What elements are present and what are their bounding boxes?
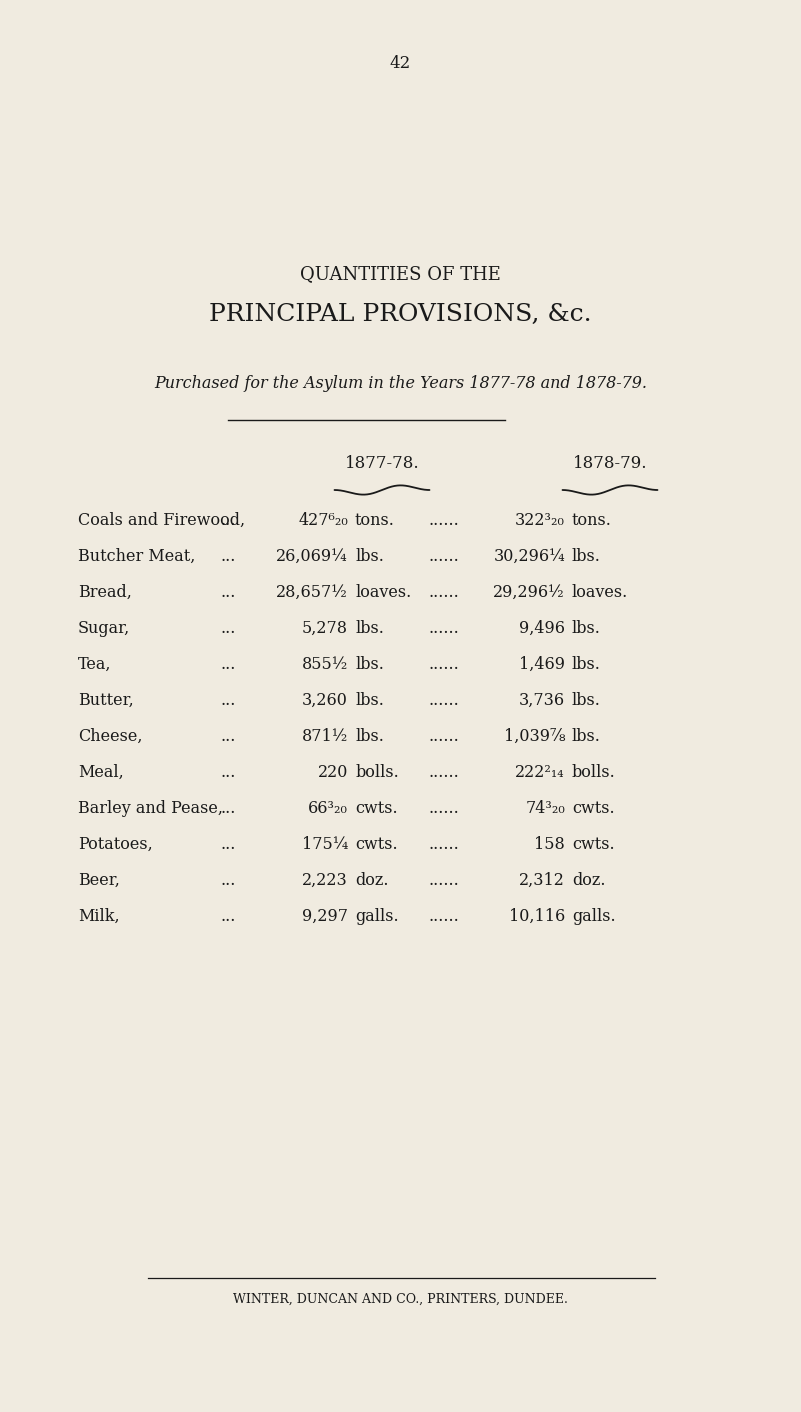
Text: ......: ...... bbox=[428, 692, 459, 709]
Text: ......: ...... bbox=[428, 908, 459, 925]
Text: ...: ... bbox=[220, 620, 235, 637]
Text: Purchased for the Asylum in the Years 1877-78 and 1878-79.: Purchased for the Asylum in the Years 18… bbox=[154, 376, 647, 393]
Text: lbs.: lbs. bbox=[355, 657, 384, 674]
Text: galls.: galls. bbox=[355, 908, 399, 925]
Text: Coals and Firewood,: Coals and Firewood, bbox=[78, 513, 245, 530]
Text: lbs.: lbs. bbox=[355, 548, 384, 565]
Text: Sugar,: Sugar, bbox=[78, 620, 131, 637]
Text: galls.: galls. bbox=[572, 908, 616, 925]
Text: 26,069¼: 26,069¼ bbox=[276, 548, 348, 565]
Text: ......: ...... bbox=[428, 620, 459, 637]
Text: cwts.: cwts. bbox=[572, 801, 614, 818]
Text: Meal,: Meal, bbox=[78, 764, 123, 781]
Text: PRINCIPAL PROVISIONS, &c.: PRINCIPAL PROVISIONS, &c. bbox=[209, 304, 592, 326]
Text: 74³₂₀: 74³₂₀ bbox=[525, 801, 565, 818]
Text: lbs.: lbs. bbox=[572, 692, 601, 709]
Text: 9,496: 9,496 bbox=[519, 620, 565, 637]
Text: 158: 158 bbox=[534, 836, 565, 853]
Text: ...: ... bbox=[220, 657, 235, 674]
Text: 220: 220 bbox=[318, 764, 348, 781]
Text: tons.: tons. bbox=[355, 513, 395, 530]
Text: Barley and Pease,: Barley and Pease, bbox=[78, 801, 223, 818]
Text: 222²₁₄: 222²₁₄ bbox=[515, 764, 565, 781]
Text: 28,657½: 28,657½ bbox=[276, 585, 348, 602]
Text: ......: ...... bbox=[428, 764, 459, 781]
Text: 1,469: 1,469 bbox=[519, 657, 565, 674]
Text: ...: ... bbox=[220, 873, 235, 890]
Text: ...: ... bbox=[220, 729, 235, 746]
Text: ......: ...... bbox=[428, 513, 459, 530]
Text: lbs.: lbs. bbox=[355, 729, 384, 746]
Text: 1877-78.: 1877-78. bbox=[344, 455, 419, 472]
Text: ......: ...... bbox=[428, 657, 459, 674]
Text: WINTER, DUNCAN AND CO., PRINTERS, DUNDEE.: WINTER, DUNCAN AND CO., PRINTERS, DUNDEE… bbox=[232, 1293, 567, 1306]
Text: Bread,: Bread, bbox=[78, 585, 132, 602]
Text: QUANTITIES OF THE: QUANTITIES OF THE bbox=[300, 265, 501, 282]
Text: 5,278: 5,278 bbox=[302, 620, 348, 637]
Text: 2,312: 2,312 bbox=[519, 873, 565, 890]
Text: loaves.: loaves. bbox=[355, 585, 411, 602]
Text: bolls.: bolls. bbox=[572, 764, 616, 781]
Text: 2,223: 2,223 bbox=[302, 873, 348, 890]
Text: ......: ...... bbox=[428, 729, 459, 746]
Text: cwts.: cwts. bbox=[572, 836, 614, 853]
Text: Butter,: Butter, bbox=[78, 692, 134, 709]
Text: 30,296¼: 30,296¼ bbox=[493, 548, 565, 565]
Text: Cheese,: Cheese, bbox=[78, 729, 143, 746]
Text: 1878-79.: 1878-79. bbox=[573, 455, 647, 472]
Text: lbs.: lbs. bbox=[355, 620, 384, 637]
Text: Milk,: Milk, bbox=[78, 908, 119, 925]
Text: ...: ... bbox=[220, 801, 235, 818]
Text: 175¼: 175¼ bbox=[302, 836, 348, 853]
Text: 871½: 871½ bbox=[302, 729, 348, 746]
Text: tons.: tons. bbox=[572, 513, 612, 530]
Text: lbs.: lbs. bbox=[572, 548, 601, 565]
Text: ......: ...... bbox=[428, 548, 459, 565]
Text: cwts.: cwts. bbox=[355, 801, 397, 818]
Text: 3,260: 3,260 bbox=[302, 692, 348, 709]
Text: ...: ... bbox=[220, 548, 235, 565]
Text: ...: ... bbox=[220, 692, 235, 709]
Text: ......: ...... bbox=[428, 801, 459, 818]
Text: cwts.: cwts. bbox=[355, 836, 397, 853]
Text: lbs.: lbs. bbox=[572, 620, 601, 637]
Text: doz.: doz. bbox=[355, 873, 388, 890]
Text: 322³₂₀: 322³₂₀ bbox=[515, 513, 565, 530]
Text: ...: ... bbox=[220, 585, 235, 602]
Text: ......: ...... bbox=[428, 873, 459, 890]
Text: 3,736: 3,736 bbox=[519, 692, 565, 709]
Text: lbs.: lbs. bbox=[572, 729, 601, 746]
Text: ......: ...... bbox=[428, 836, 459, 853]
Text: lbs.: lbs. bbox=[355, 692, 384, 709]
Text: 66³₂₀: 66³₂₀ bbox=[308, 801, 348, 818]
Text: 10,116: 10,116 bbox=[509, 908, 565, 925]
Text: 427⁶₂₀: 427⁶₂₀ bbox=[298, 513, 348, 530]
Text: 29,296½: 29,296½ bbox=[493, 585, 565, 602]
Text: ...: ... bbox=[220, 513, 235, 530]
Text: ...: ... bbox=[220, 908, 235, 925]
Text: bolls.: bolls. bbox=[355, 764, 399, 781]
Text: ...: ... bbox=[220, 836, 235, 853]
Text: ......: ...... bbox=[428, 585, 459, 602]
Text: 855½: 855½ bbox=[302, 657, 348, 674]
Text: Tea,: Tea, bbox=[78, 657, 111, 674]
Text: Beer,: Beer, bbox=[78, 873, 120, 890]
Text: loaves.: loaves. bbox=[572, 585, 628, 602]
Text: Potatoes,: Potatoes, bbox=[78, 836, 153, 853]
Text: lbs.: lbs. bbox=[572, 657, 601, 674]
Text: 9,297: 9,297 bbox=[302, 908, 348, 925]
Text: 1,039⅞: 1,039⅞ bbox=[504, 729, 565, 746]
Text: ...: ... bbox=[220, 764, 235, 781]
Text: Butcher Meat,: Butcher Meat, bbox=[78, 548, 195, 565]
Text: 42: 42 bbox=[390, 55, 411, 72]
Text: doz.: doz. bbox=[572, 873, 606, 890]
